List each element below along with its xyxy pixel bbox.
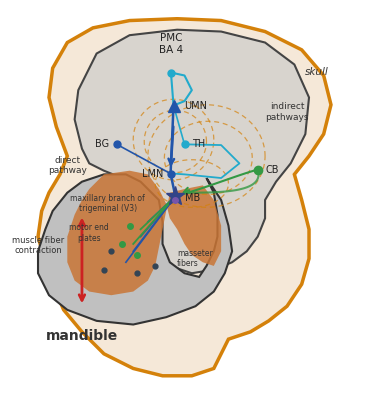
Text: UMN: UMN bbox=[184, 100, 207, 110]
Text: masseter
fibers: masseter fibers bbox=[177, 249, 213, 268]
Polygon shape bbox=[38, 174, 232, 324]
Text: maxillary branch of
trigeminal (V3): maxillary branch of trigeminal (V3) bbox=[70, 194, 145, 213]
Text: LMN: LMN bbox=[142, 169, 163, 179]
Text: muscle fiber
contraction: muscle fiber contraction bbox=[12, 236, 64, 256]
Text: direct
pathway: direct pathway bbox=[48, 156, 87, 176]
Text: indirect
pathways: indirect pathways bbox=[265, 102, 309, 122]
Text: motor end
plates: motor end plates bbox=[69, 223, 109, 243]
Polygon shape bbox=[75, 30, 309, 273]
Text: skull: skull bbox=[306, 67, 329, 77]
Text: PMC
BA 4: PMC BA 4 bbox=[159, 33, 183, 55]
Text: mandible: mandible bbox=[46, 328, 118, 342]
Text: TH: TH bbox=[192, 139, 205, 149]
Text: CB: CB bbox=[265, 165, 279, 175]
Polygon shape bbox=[67, 171, 221, 295]
Polygon shape bbox=[38, 19, 331, 376]
Text: BG: BG bbox=[95, 139, 110, 149]
Text: MB: MB bbox=[184, 193, 200, 203]
